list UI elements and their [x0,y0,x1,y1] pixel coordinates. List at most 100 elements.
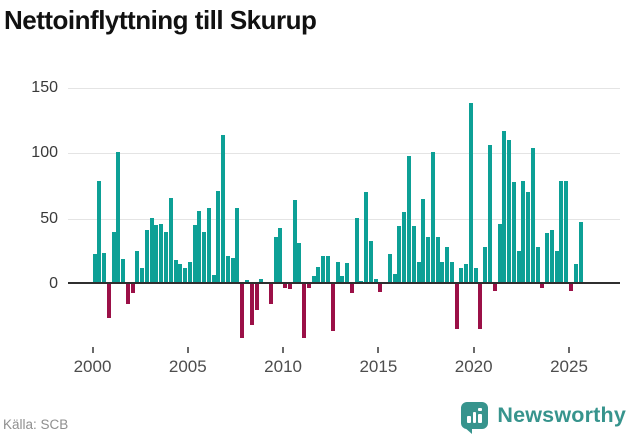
bar-2000-q90 [521,181,526,284]
bar-2000-q89 [516,251,521,284]
bar-2000-q4 [111,232,116,284]
bar-2000-q26 [216,191,221,284]
bar-2000-q59 [373,279,378,284]
bar-2000-q17 [173,260,178,284]
y-axis-label-50: 50 [40,210,58,227]
bar-2000-q65 [402,212,407,284]
bar-2000-q74 [445,247,450,284]
x-axis-label-2005: 2005 [168,357,207,376]
bar-2000-q40 [283,284,288,288]
bar-2000-q15 [164,232,168,284]
bar-2000-q88 [511,182,516,284]
y-axis-label-150: 150 [31,79,58,96]
bar-2000-q2 [102,253,106,284]
x-axis-label-2020: 2020 [454,357,493,376]
bar-2000-q39 [278,228,283,284]
bar-2000-q99 [564,181,569,284]
logo-bar-1 [467,415,471,423]
bar-2000-q50 [330,284,335,331]
bar-2000-q27 [221,135,226,284]
bar-2000-q91 [526,192,531,284]
y-axis-label-100: 100 [31,144,58,161]
y-axis-label-0: 0 [49,275,58,292]
x-axis-zero-line [68,282,620,284]
bar-chart-speech-bubble-icon [461,401,489,434]
bar-2000-q16 [168,198,173,284]
x-tick-2010 [282,347,285,353]
bar-2000-q20 [187,262,192,284]
bar-2000-q23 [202,232,207,284]
bar-2000-q35 [259,279,264,284]
bar-2000-q51 [335,262,340,284]
bar-2000-q64 [397,226,402,284]
bar-2000-q9 [135,251,140,284]
bar-2000-q83 [488,145,492,284]
x-tick-2025 [568,347,570,353]
bar-2000-q102 [578,222,583,284]
source-note: Källa: SCB [3,417,69,432]
bar-2000-q67 [411,226,416,284]
chart-title: Nettoinflyttning till Skurup [4,5,317,35]
bar-2000-q25 [211,275,216,284]
bar-2000-q13 [154,225,159,284]
bar-2000-q12 [149,218,154,284]
bar-2000-q49 [326,256,330,284]
x-axis-label-2010: 2010 [264,357,302,376]
bar-2000-q18 [178,264,183,284]
gridline-y-100 [68,153,620,154]
bar-2000-q80 [473,268,478,284]
bar-2000-q54 [349,284,354,293]
bar-2000-q44 [302,284,307,338]
bar-2000-q100 [569,284,573,291]
bar-2000-q57 [364,192,369,284]
bar-2000-q14 [159,224,164,284]
bar-2000-q55 [354,218,359,284]
bar-2000-q69 [421,199,426,284]
bar-2000-q22 [197,211,202,284]
bar-2000-q66 [407,156,411,284]
bar-2000-q60 [378,284,383,292]
bar-2000-q11 [144,230,149,284]
bar-2000-q78 [464,264,469,284]
bar-2000-q33 [249,284,254,325]
logo-bar-3 [478,413,482,423]
bar-2000-q42 [292,200,297,284]
bar-2000-q3 [106,284,111,318]
bar-2000-q7 [125,284,130,304]
bar-2000-q58 [368,241,373,284]
bar-2000-q43 [297,243,302,284]
bar-2000-q94 [540,284,545,288]
logo-exclamation-dot [478,407,482,411]
bar-2000-q86 [502,131,507,284]
gridline-y-50 [68,219,620,220]
bar-2000-q92 [530,148,535,284]
speech-bubble-tail [464,426,473,434]
bar-2000-q21 [192,225,197,284]
x-tick-2020 [472,347,475,353]
plot-area: 0 50 100 150 2000 2005 2010 2015 2020 2025 [31,79,620,376]
bar-2000-q30 [235,208,240,284]
bar-2000-q34 [254,284,259,310]
bar-2000-q5 [116,152,121,284]
x-axis-label-2025: 2025 [550,357,588,376]
bar-2000-q71 [430,152,435,284]
bar-2000-q70 [426,237,430,284]
bar-2000-q24 [206,208,211,284]
x-axis-label-2000: 2000 [73,357,112,376]
x-tick-2005 [186,347,189,353]
newsworthy-logo: Newsworthy [461,399,626,434]
bar-2000-q75 [449,262,454,284]
bar-2000-q98 [559,181,564,284]
bar-2000-q63 [392,274,397,284]
bar-2000-q47 [316,267,321,284]
bar-2000-q81 [478,284,483,329]
newsworthy-wordmark: Newsworthy [497,402,626,427]
x-tick-2000 [91,347,94,353]
bar-2000-q19 [183,268,187,284]
bar-2000-q45 [306,284,311,288]
bar-2000-q95 [545,233,550,284]
x-tick-2015 [377,347,380,353]
bar-2000-q96 [549,230,554,284]
bar-2000-q28 [225,256,230,284]
bar-2000-q62 [387,254,392,284]
